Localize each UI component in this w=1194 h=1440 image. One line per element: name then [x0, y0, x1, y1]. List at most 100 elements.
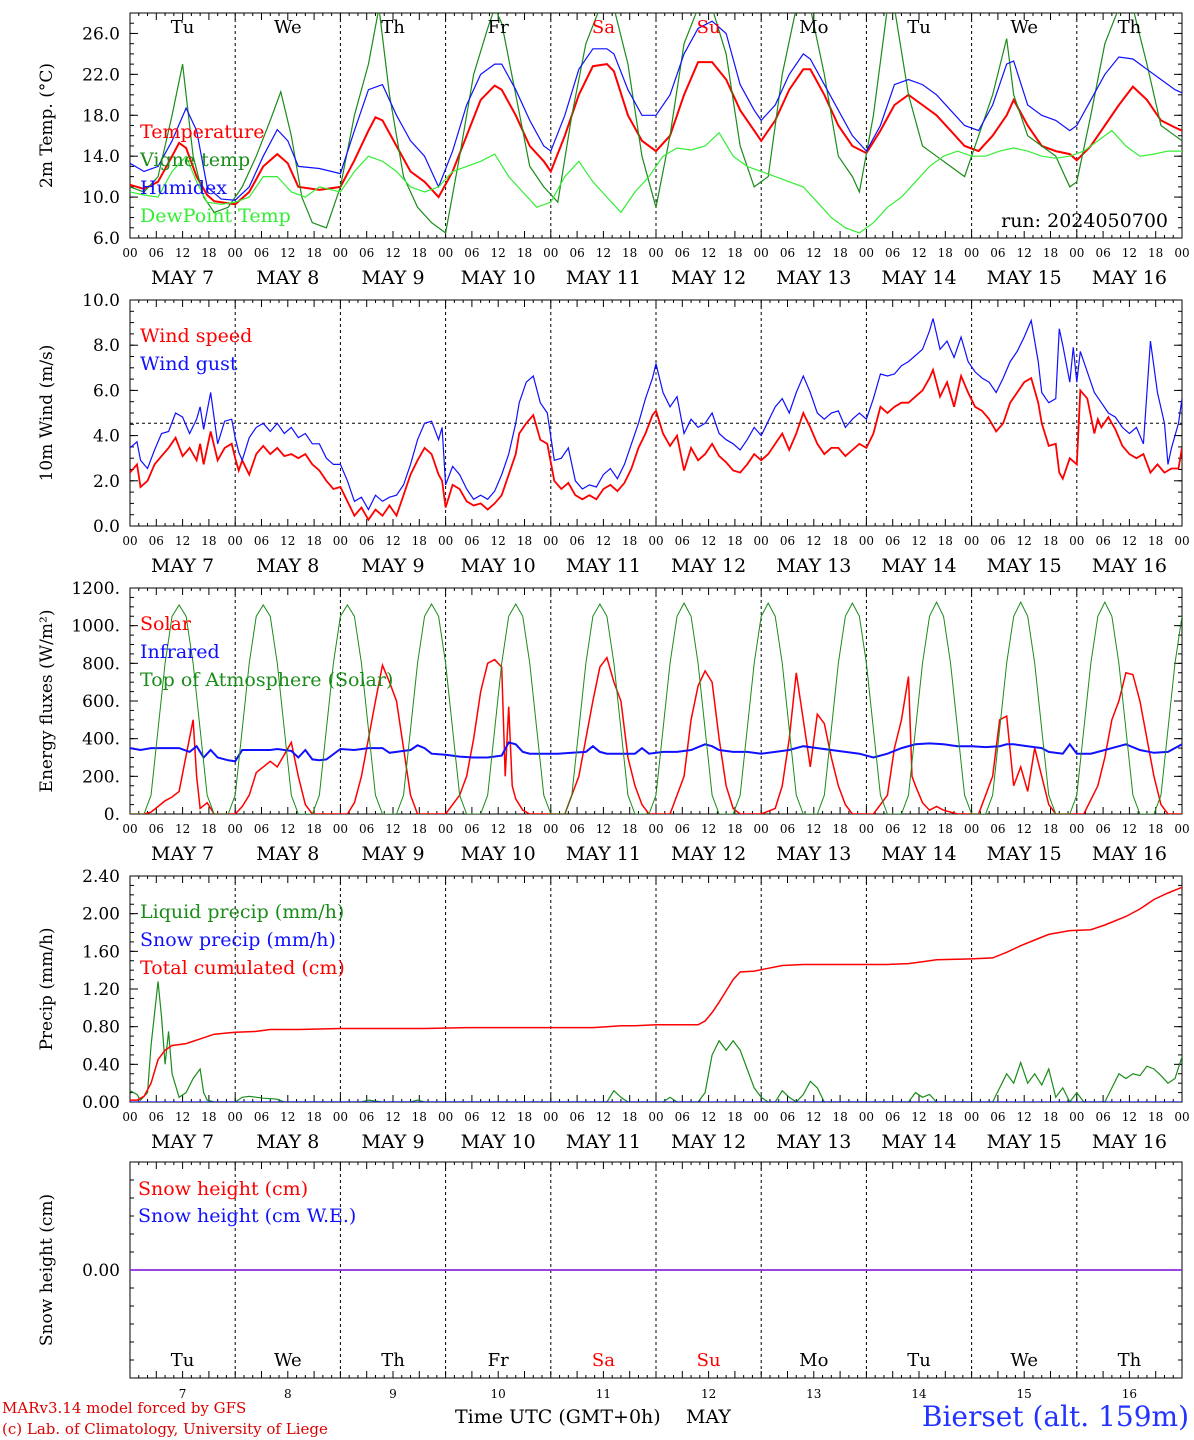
hour-tick-label: 12 — [175, 534, 190, 548]
hour-tick-label: 18 — [517, 246, 532, 260]
day-name-label: Sa — [592, 1350, 615, 1371]
day-number-label: 12 — [701, 1387, 716, 1401]
date-label: MAY 7 — [151, 555, 214, 577]
hour-tick-label: 12 — [280, 822, 295, 836]
date-label: MAY 12 — [671, 1131, 746, 1153]
date-label: MAY 13 — [776, 555, 851, 577]
y-tick-label: 22.0 — [82, 65, 120, 85]
hour-tick-label: 18 — [1148, 534, 1163, 548]
hour-tick-label: 12 — [175, 822, 190, 836]
hour-tick-label: 00 — [122, 534, 137, 548]
day-number-label: 10 — [491, 1387, 506, 1401]
hour-tick-label: 00 — [1069, 534, 1084, 548]
hour-tick-label: 06 — [1095, 246, 1110, 260]
legend-entry: Total cumulated (cm) — [140, 957, 345, 979]
hour-tick-label: 18 — [412, 822, 427, 836]
hour-tick-label: 18 — [1148, 246, 1163, 260]
date-label: MAY 16 — [1092, 1131, 1167, 1153]
hour-tick-label: 06 — [675, 1110, 690, 1124]
hour-tick-label: 06 — [569, 822, 584, 836]
hour-tick-label: 18 — [201, 822, 216, 836]
hour-tick-label: 06 — [464, 534, 479, 548]
hour-tick-label: 06 — [780, 1110, 795, 1124]
date-label: MAY 12 — [671, 843, 746, 865]
legend-entry: Snow height (cm W.E.) — [138, 1205, 356, 1227]
date-label: MAY 15 — [987, 555, 1062, 577]
run-annotation: run: 2024050700 — [1001, 210, 1168, 232]
footer: MARv3.14 model forced by GFS (c) Lab. of… — [2, 1399, 1189, 1438]
date-label: MAY 14 — [881, 555, 956, 577]
hour-tick-label: 00 — [648, 1110, 663, 1124]
hour-tick-label: 12 — [491, 1110, 506, 1124]
date-label: MAY 15 — [987, 267, 1062, 289]
hour-tick-label: 12 — [1017, 534, 1032, 548]
hour-tick-label: 06 — [675, 246, 690, 260]
time-axis-label: Time UTC (GMT+0h) — [455, 1406, 661, 1428]
hour-tick-label: 00 — [438, 246, 453, 260]
legend-entry: Wind speed — [140, 325, 252, 347]
hour-tick-label: 18 — [832, 534, 847, 548]
hour-tick-label: 00 — [122, 1110, 137, 1124]
hour-tick-label: 00 — [228, 1110, 243, 1124]
date-label: MAY 13 — [776, 843, 851, 865]
hour-tick-label: 06 — [990, 534, 1005, 548]
series-line-top-of-atmosphere-solar- — [130, 600, 1182, 814]
date-label: MAY 11 — [566, 843, 641, 865]
hour-tick-label: 18 — [517, 534, 532, 548]
date-label: MAY 14 — [881, 843, 956, 865]
hour-tick-label: 18 — [727, 534, 742, 548]
hour-tick-label: 18 — [832, 246, 847, 260]
hour-tick-label: 18 — [938, 822, 953, 836]
y-tick-label: 6.0 — [93, 229, 120, 249]
hour-tick-label: 00 — [1069, 1110, 1084, 1124]
hour-tick-label: 18 — [727, 822, 742, 836]
hour-tick-label: 18 — [201, 246, 216, 260]
day-name-label: Sa — [592, 17, 615, 38]
hour-tick-label: 18 — [306, 1110, 321, 1124]
hour-tick-label: 12 — [596, 1110, 611, 1124]
hour-tick-label: 18 — [517, 1110, 532, 1124]
hour-tick-label: 18 — [727, 1110, 742, 1124]
hour-tick-label: 06 — [359, 1110, 374, 1124]
date-label: MAY 7 — [151, 267, 214, 289]
hour-tick-label: 06 — [569, 246, 584, 260]
day-name-label: Mo — [799, 17, 828, 38]
date-label: MAY 8 — [256, 267, 319, 289]
day-name-label: Su — [697, 1350, 721, 1371]
hour-tick-label: 12 — [596, 246, 611, 260]
hour-tick-label: 00 — [964, 1110, 979, 1124]
hour-tick-label: 18 — [938, 534, 953, 548]
day-name-label: We — [274, 17, 302, 38]
hour-tick-label: 06 — [885, 246, 900, 260]
date-label: MAY 7 — [151, 843, 214, 865]
hour-tick-label: 00 — [754, 246, 769, 260]
y-tick-label: 1.20 — [82, 980, 120, 1000]
hour-tick-label: 06 — [149, 1110, 164, 1124]
hour-tick-label: 12 — [701, 534, 716, 548]
series-line-dewpoint-temp — [130, 129, 1182, 234]
y-tick-label: 0.00 — [82, 1093, 120, 1113]
hour-tick-label: 12 — [175, 1110, 190, 1124]
date-label: MAY 10 — [461, 1131, 536, 1153]
series-line-infrared — [130, 741, 1182, 763]
hour-tick-label: 18 — [938, 1110, 953, 1124]
hour-tick-label: 06 — [569, 1110, 584, 1124]
series-line-solar — [130, 656, 1182, 814]
legend-entry: Solar — [140, 613, 192, 635]
series-line-total-cumulated-cm- — [130, 886, 1182, 1101]
hour-tick-label: 12 — [806, 246, 821, 260]
day-number-label: 16 — [1122, 1387, 1137, 1401]
hour-tick-label: 06 — [149, 822, 164, 836]
hour-tick-label: 18 — [412, 246, 427, 260]
y-tick-label: 26.0 — [82, 24, 120, 44]
y-tick-label: 10.0 — [82, 188, 120, 208]
hour-tick-label: 12 — [1017, 246, 1032, 260]
date-label: MAY 16 — [1092, 267, 1167, 289]
hour-tick-label: 06 — [359, 534, 374, 548]
date-label: MAY 8 — [256, 843, 319, 865]
date-label: MAY 8 — [256, 555, 319, 577]
hour-tick-label: 06 — [569, 534, 584, 548]
day-name-label: Fr — [488, 17, 509, 38]
hour-tick-label: 00 — [543, 1110, 558, 1124]
